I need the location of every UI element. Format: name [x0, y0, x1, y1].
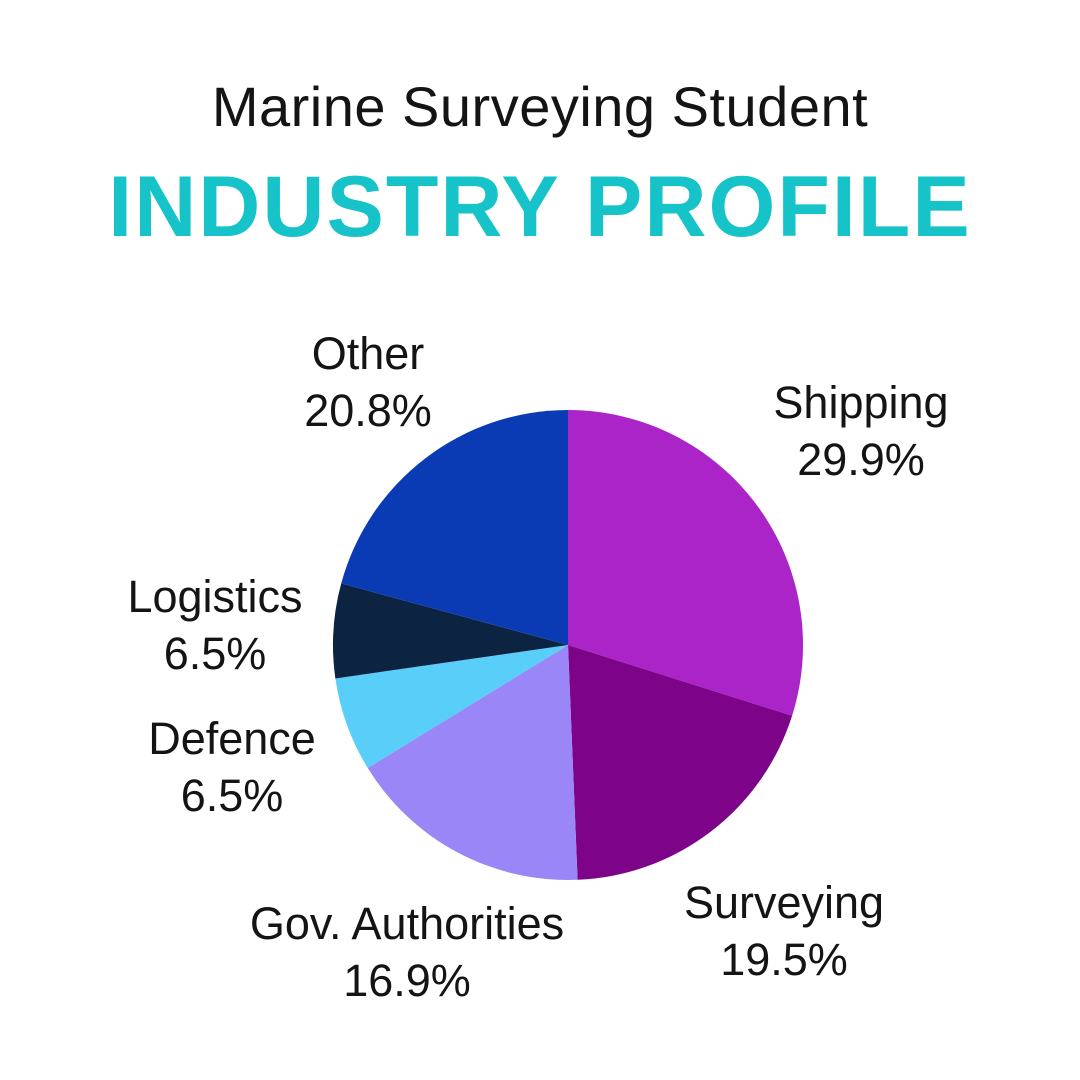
slice-label-logistics: Logistics 6.5% [127, 568, 302, 682]
slice-label-other-name: Other [311, 328, 425, 379]
pie-slice-other [341, 410, 568, 645]
slice-label-defence-pct: 6.5% [180, 770, 284, 821]
pie-slice-shipping [568, 410, 803, 716]
slice-label-defence: Defence 6.5% [148, 710, 316, 824]
pie-slice-surveying [568, 645, 793, 880]
slice-label-defence-name: Defence [148, 713, 316, 764]
pie-slice-logistics [333, 583, 568, 679]
slice-label-logistics-pct: 6.5% [163, 628, 267, 679]
slice-label-shipping-pct: 29.9% [797, 434, 925, 485]
slice-label-gov-authorities: Gov. Authorities 16.9% [250, 895, 564, 1009]
slice-label-logistics-name: Logistics [127, 571, 303, 622]
pie-slice-defence [335, 645, 568, 768]
slice-label-surveying-pct: 19.5% [720, 934, 848, 985]
chart-title: Marine Surveying Student [211, 75, 869, 138]
pie-slice-gov-authorities [367, 645, 578, 880]
slice-label-other: Other 20.8% [304, 325, 432, 439]
slice-label-gov-authorities-name: Gov. Authorities [249, 898, 565, 949]
slice-label-other-pct: 20.8% [304, 385, 432, 436]
chart-subtitle: INDUSTRY PROFILE [108, 159, 972, 255]
slice-label-surveying-name: Surveying [683, 877, 885, 928]
slice-label-gov-authorities-pct: 16.9% [343, 955, 471, 1006]
slice-label-surveying: Surveying 19.5% [684, 874, 884, 988]
slice-label-shipping-name: Shipping [773, 377, 949, 428]
slice-label-shipping: Shipping 29.9% [773, 374, 948, 488]
